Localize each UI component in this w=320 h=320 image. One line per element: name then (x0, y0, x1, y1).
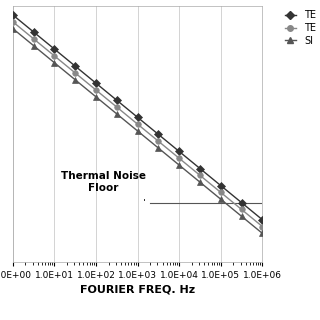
Text: Thermal Noise
Floor: Thermal Noise Floor (61, 172, 146, 200)
X-axis label: FOURIER FREQ. Hz: FOURIER FREQ. Hz (80, 284, 195, 295)
Legend: TE, TE, SI: TE, TE, SI (281, 6, 320, 50)
